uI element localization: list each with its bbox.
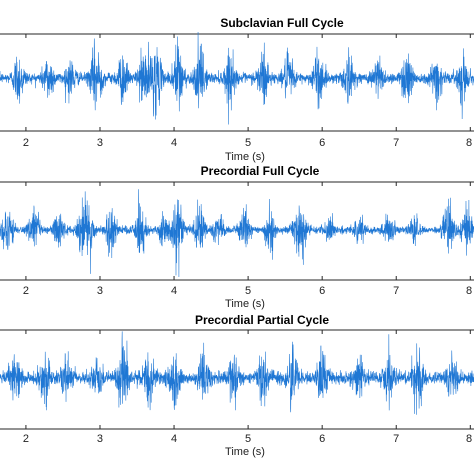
precordial-partial-x-tick-label-7: 7 [393, 433, 399, 445]
precordial-partial-panel: Precordial Partial Cycle 2 3 4 5 6 7 8 Time (s… [0, 313, 474, 458]
precordial-full-signal-series [0, 189, 474, 278]
precordial-partial-x-tick-label-6: 6 [319, 433, 325, 445]
precordial-full-x-tick-label-6: 6 [319, 285, 325, 297]
precordial-full-panel: Precordial Full Cycle 2 3 4 5 6 7 8 Time (s) [0, 164, 474, 310]
subclavian-signal-series [0, 31, 474, 125]
precordial-partial-x-axis-label: Time (s) [225, 446, 265, 458]
precordial-partial-x-ticks: 2 3 4 5 6 7 8 [23, 330, 472, 445]
precordial-partial-x-tick-label-3: 3 [97, 433, 103, 445]
precordial-partial-x-tick-label-4: 4 [171, 433, 177, 445]
subclavian-x-ticks: 2 3 4 5 6 7 8 [23, 34, 472, 149]
precordial-full-x-tick-label-4: 4 [171, 285, 177, 297]
subclavian-title: Subclavian Full Cycle [220, 16, 344, 30]
subclavian-x-axis-label: Time (s) [225, 151, 265, 163]
subclavian-x-tick-label-2: 2 [23, 137, 29, 149]
subclavian-panel: Subclavian Full Cycle 2 3 4 5 6 7 8 Time (s) [0, 16, 474, 163]
precordial-partial-x-tick-label-8: 8 [466, 433, 472, 445]
subclavian-x-tick-label-6: 6 [319, 137, 325, 149]
subclavian-x-tick-label-5: 5 [245, 137, 251, 149]
precordial-full-x-tick-label-3: 3 [97, 285, 103, 297]
precordial-full-x-axis-label: Time (s) [225, 298, 265, 310]
subclavian-x-tick-label-7: 7 [393, 137, 399, 149]
precordial-partial-signal-series [0, 331, 474, 415]
precordial-full-x-tick-label-7: 7 [393, 285, 399, 297]
subclavian-x-tick-label-8: 8 [466, 137, 472, 149]
precordial-partial-x-tick-label-2: 2 [23, 433, 29, 445]
precordial-full-x-tick-label-5: 5 [245, 285, 251, 297]
precordial-partial-signal-line [0, 331, 474, 415]
subclavian-x-tick-label-4: 4 [171, 137, 177, 149]
precordial-full-x-tick-label-8: 8 [466, 285, 472, 297]
precordial-full-x-ticks: 2 3 4 5 6 7 8 [23, 182, 472, 297]
precordial-full-title: Precordial Full Cycle [201, 164, 320, 178]
precordial-partial-x-tick-label-5: 5 [245, 433, 251, 445]
subclavian-x-tick-label-3: 3 [97, 137, 103, 149]
precordial-full-signal-line [0, 189, 474, 278]
precordial-full-x-tick-label-2: 2 [23, 285, 29, 297]
subclavian-signal-line [0, 31, 474, 125]
precordial-partial-title: Precordial Partial Cycle [195, 313, 329, 327]
